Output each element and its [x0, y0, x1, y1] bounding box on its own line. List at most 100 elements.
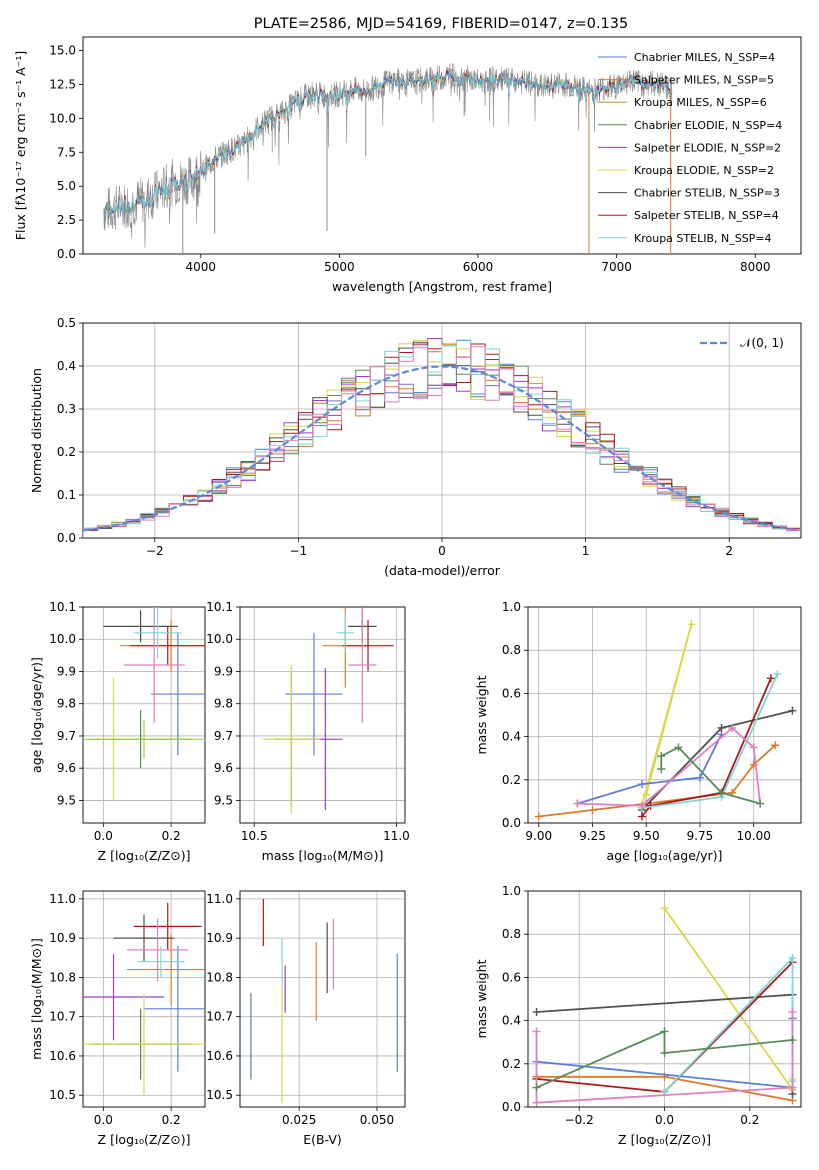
x-axis-label: E(B-V) — [303, 1132, 342, 1147]
x-axis-label: mass [log₁₀(M/M⊙)] — [262, 848, 384, 863]
weight-marker — [687, 620, 696, 629]
x-tick-label: 8000 — [740, 260, 771, 274]
x-axis-label: wavelength [Angstrom, rest frame] — [332, 279, 552, 294]
y-tick-label: 0.5 — [57, 316, 76, 330]
y-tick-label: 11.0 — [206, 892, 233, 906]
y-tick-label: 10.5 — [49, 1088, 76, 1102]
y-axis-label: Normed distribution — [29, 368, 44, 493]
y-tick-label: 9.8 — [214, 697, 233, 711]
weight-marker — [532, 1007, 541, 1016]
weight-marker — [532, 1083, 541, 1092]
weight-marker — [534, 812, 543, 821]
x-tick-label: 1 — [582, 544, 590, 558]
axes-frame — [239, 890, 406, 1108]
weight-marker — [766, 674, 775, 683]
weight-vs-metallicity-panel: −0.2 0.0 0.2 0.0 0.2 0.4 0.6 0.8 1.0 Z [log₁₀(Z/Z… — [474, 884, 802, 1147]
y-axis-label: mass [log₁₀(M/M⊙)] — [29, 938, 44, 1060]
x-tick-label: 0 — [438, 544, 446, 558]
x-tick-label: 0.2 — [162, 829, 181, 843]
y-tick-label: 10.0 — [49, 632, 76, 646]
x-axis-label: age [log₁₀(age/yr)] — [607, 848, 723, 863]
x-tick-label: 9.25 — [579, 829, 606, 843]
spectrum-legend: Chabrier MILES, N_SSP=4 Salpeter MILES, N… — [598, 51, 782, 245]
axes-frame — [239, 606, 406, 824]
legend-entry: Kroupa STELIB, N_SSP=4 — [634, 232, 772, 245]
y-tick-label: 0.0 — [502, 1100, 521, 1114]
axes-frame — [82, 322, 802, 539]
y-tick-label: 0.0 — [502, 816, 521, 830]
weight-line-s7 — [641, 677, 772, 818]
age-vs-metallicity-panel: 0.0 0.2 9.5 9.6 9.7 9.8 9.9 10.0 10.1 Z [log₁₀(Z/… — [29, 600, 206, 863]
y-tick-label: 12.5 — [49, 77, 76, 91]
y-tick-label: 1.0 — [502, 884, 521, 898]
y-tick-label: 1.0 — [502, 600, 521, 614]
legend-entry: 𝒩(0, 1) — [740, 336, 784, 350]
weight-marker — [637, 780, 646, 789]
y-tick-label: 0.1 — [57, 488, 76, 502]
weight-marker — [642, 790, 651, 799]
weight-marker — [532, 1027, 541, 1036]
normal-curve — [82, 365, 802, 532]
weight-marker — [660, 1027, 669, 1036]
weight-marker — [660, 904, 669, 913]
x-tick-label: 2 — [725, 544, 733, 558]
y-tick-label: 0.0 — [57, 531, 76, 545]
weight-marker — [717, 788, 726, 797]
x-tick-label: 0.025 — [282, 1113, 316, 1127]
x-tick-label: 7000 — [601, 260, 632, 274]
x-axis-label: (data-model)/error — [384, 563, 501, 578]
weight-marker — [788, 1083, 797, 1092]
weight-marker — [756, 799, 765, 808]
x-tick-label: 0.0 — [94, 1113, 113, 1127]
y-tick-label: 10.8 — [49, 970, 76, 984]
axes-frame — [527, 890, 802, 1108]
y-tick-label: 0.2 — [502, 1057, 521, 1071]
y-tick-label: 5.0 — [57, 179, 76, 193]
weight-marker — [717, 723, 726, 732]
legend-entry: Chabrier MILES, N_SSP=4 — [634, 51, 775, 64]
y-tick-label: 0.3 — [57, 402, 76, 416]
y-tick-label: 10.0 — [49, 111, 76, 125]
mass-vs-ebv-panel: 0.025 0.050 10.5 10.6 10.7 10.8 10.9 11.0 E(B-V) — [206, 890, 406, 1147]
y-tick-label: 9.6 — [57, 761, 76, 775]
x-tick-label: 0.0 — [655, 1113, 674, 1127]
axes-frame — [82, 36, 802, 255]
axes-frame — [527, 606, 802, 824]
x-axis-label: Z [log₁₀(Z/Z⊙)] — [618, 1132, 711, 1147]
legend-entry: Salpeter MILES, N_SSP=5 — [634, 74, 774, 87]
y-tick-label: 0.6 — [502, 686, 521, 700]
mass-vs-metallicity-panel: 0.0 0.2 10.5 10.6 10.7 10.8 10.9 11.0 Z [log₁₀(Z… — [29, 890, 206, 1147]
y-tick-label: 9.9 — [214, 664, 233, 678]
weight-marker — [637, 801, 646, 810]
y-tick-label: 9.7 — [57, 729, 76, 743]
x-tick-label: 0.0 — [94, 829, 113, 843]
age-vs-mass-panel: 10.5 11.0 9.5 9.6 9.7 9.8 9.9 10.0 10.1 mass [log… — [206, 600, 410, 863]
x-tick-label: 10.5 — [241, 829, 268, 843]
x-tick-label: −2 — [146, 544, 164, 558]
y-tick-label: 10.6 — [206, 1049, 233, 1063]
y-tick-label: 9.6 — [214, 761, 233, 775]
y-tick-label: 10.6 — [49, 1049, 76, 1063]
weight-marker — [749, 743, 758, 752]
y-tick-label: 10.7 — [206, 1010, 233, 1024]
y-tick-label: 9.5 — [214, 793, 233, 807]
y-tick-label: 0.8 — [502, 643, 521, 657]
weight-marker — [773, 669, 782, 678]
y-axis-label: age [log₁₀(age/yr)] — [29, 657, 44, 773]
y-tick-label: 9.9 — [57, 664, 76, 678]
y-tick-label: 0.2 — [502, 773, 521, 787]
weight-marker — [660, 1049, 669, 1057]
y-axis-label: Flux [fλ10⁻¹⁷ erg cm⁻² s⁻¹ A⁻¹] — [13, 51, 28, 240]
residual-histogram-panel: −2 −1 0 1 2 0.0 0.1 0.2 0.3 0.4 0.5 (data-model)/er… — [29, 316, 802, 578]
y-tick-label: 0.6 — [502, 970, 521, 984]
weight-marker — [657, 752, 666, 761]
legend-entry: Kroupa ELODIE, N_SSP=2 — [634, 164, 774, 177]
x-tick-label: 0.050 — [360, 1113, 394, 1127]
x-axis-label: Z [log₁₀(Z/Z⊙)] — [98, 1132, 191, 1147]
weight-line-s8 — [663, 955, 794, 1093]
y-tick-label: 10.5 — [206, 1088, 233, 1102]
y-tick-label: 0.4 — [502, 1014, 521, 1028]
weight-marker — [728, 723, 737, 732]
x-tick-label: 9.50 — [633, 829, 660, 843]
